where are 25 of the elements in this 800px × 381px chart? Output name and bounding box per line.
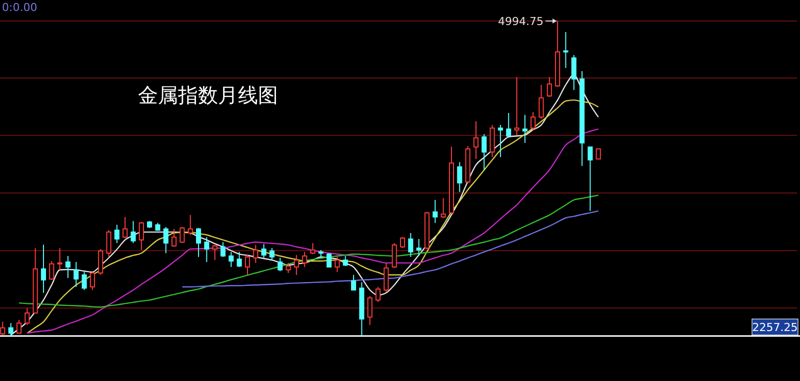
annotation: 4994.75: [498, 15, 544, 28]
candlestick: [40, 244, 46, 294]
candlestick: [253, 244, 258, 264]
candlestick: [74, 261, 79, 288]
candlestick: [580, 70, 585, 166]
candlestick: [432, 199, 438, 224]
text: 金属指数月线图: [138, 83, 278, 107]
candlestick: [359, 282, 364, 336]
text: 0:0.00: [2, 1, 38, 14]
candlestick: [261, 244, 266, 258]
candlestick: [294, 254, 299, 276]
candlestick: [457, 162, 462, 193]
candlestick: [522, 114, 528, 144]
candlestick: [514, 76, 520, 136]
candlestick: [482, 134, 487, 170]
candlestick: [563, 32, 568, 68]
candlestick: [408, 232, 414, 258]
candlestick: [571, 54, 576, 90]
candlestick: [204, 236, 210, 262]
candlestick: [416, 238, 422, 256]
text: 2257.25: [752, 321, 798, 334]
candlestick: [8, 322, 14, 336]
candlestick: [65, 255, 70, 279]
candlestick: [57, 248, 62, 270]
candlestick: [473, 120, 478, 160]
